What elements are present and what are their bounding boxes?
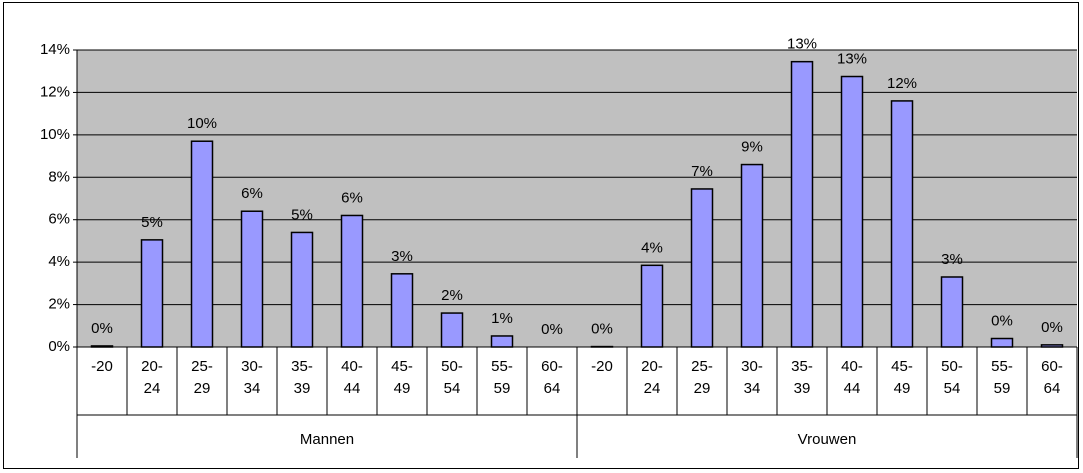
data-label: 2% bbox=[441, 287, 463, 304]
y-tick-label: 6% bbox=[48, 211, 70, 228]
bar bbox=[690, 188, 714, 348]
bar bbox=[340, 214, 364, 348]
x-tick-label: 60- 64 bbox=[541, 358, 563, 397]
y-tick-label: 2% bbox=[48, 296, 70, 313]
bar bbox=[390, 273, 414, 348]
x-tick-label: 35- 39 bbox=[291, 358, 313, 397]
y-tick-label: 12% bbox=[40, 83, 70, 100]
x-tick-label: 50- 54 bbox=[941, 358, 963, 397]
data-label: 13% bbox=[837, 50, 867, 67]
bar bbox=[240, 210, 264, 348]
y-tick-label: 4% bbox=[48, 253, 70, 270]
data-label: 0% bbox=[991, 312, 1013, 329]
data-label: 13% bbox=[787, 36, 817, 53]
x-tick-label: 40- 44 bbox=[841, 358, 863, 397]
x-tick-label: 45- 49 bbox=[391, 358, 413, 397]
y-tick-label: 14% bbox=[40, 41, 70, 58]
bar bbox=[890, 100, 914, 348]
x-tick-label: 25- 29 bbox=[191, 358, 213, 397]
x-tick-label: 45- 49 bbox=[891, 358, 913, 397]
bar bbox=[840, 75, 864, 348]
x-tick-label: 20- 24 bbox=[641, 358, 663, 397]
data-label: 5% bbox=[141, 214, 163, 231]
x-tick-label: -20 bbox=[91, 358, 113, 375]
data-label: 6% bbox=[241, 185, 263, 202]
data-label: 0% bbox=[91, 320, 113, 337]
x-tick-label: 60- 64 bbox=[1041, 358, 1063, 397]
x-tick-label: 55- 59 bbox=[491, 358, 513, 397]
data-label: 3% bbox=[391, 248, 413, 265]
group-label: Vrouwen bbox=[797, 431, 857, 448]
y-tick-label: 10% bbox=[40, 126, 70, 143]
data-label: 0% bbox=[591, 321, 613, 338]
data-label: 0% bbox=[1041, 319, 1063, 336]
data-label: 10% bbox=[187, 115, 217, 132]
bar bbox=[740, 163, 764, 348]
group-label: Mannen bbox=[299, 431, 355, 448]
bar bbox=[440, 312, 464, 348]
bar bbox=[290, 231, 314, 348]
data-label: 1% bbox=[491, 310, 513, 327]
bar bbox=[490, 335, 514, 348]
bar bbox=[640, 264, 664, 348]
data-label: 5% bbox=[291, 206, 313, 223]
y-tick-label: 8% bbox=[48, 168, 70, 185]
x-tick-label: 30- 34 bbox=[241, 358, 263, 397]
x-tick-label: 20- 24 bbox=[141, 358, 163, 397]
x-tick-label: 25- 29 bbox=[691, 358, 713, 397]
data-label: 9% bbox=[741, 139, 763, 156]
data-label: 6% bbox=[341, 189, 363, 206]
data-label: 4% bbox=[641, 239, 663, 256]
plot-area bbox=[77, 50, 1077, 347]
data-label: 0% bbox=[541, 321, 563, 338]
x-tick-label: -20 bbox=[591, 358, 613, 375]
x-tick-label: 40- 44 bbox=[341, 358, 363, 397]
data-label: 7% bbox=[691, 163, 713, 180]
bar bbox=[990, 337, 1014, 348]
bar bbox=[190, 140, 214, 348]
y-tick-label: 0% bbox=[48, 338, 70, 355]
bar bbox=[790, 60, 814, 348]
data-label: 3% bbox=[941, 251, 963, 268]
bar bbox=[140, 239, 164, 348]
x-tick-label: 50- 54 bbox=[441, 358, 463, 397]
x-tick-label: 30- 34 bbox=[741, 358, 763, 397]
x-tick-label: 35- 39 bbox=[791, 358, 813, 397]
x-tick-label: 55- 59 bbox=[991, 358, 1013, 397]
bar bbox=[940, 276, 964, 348]
data-label: 12% bbox=[887, 75, 917, 92]
